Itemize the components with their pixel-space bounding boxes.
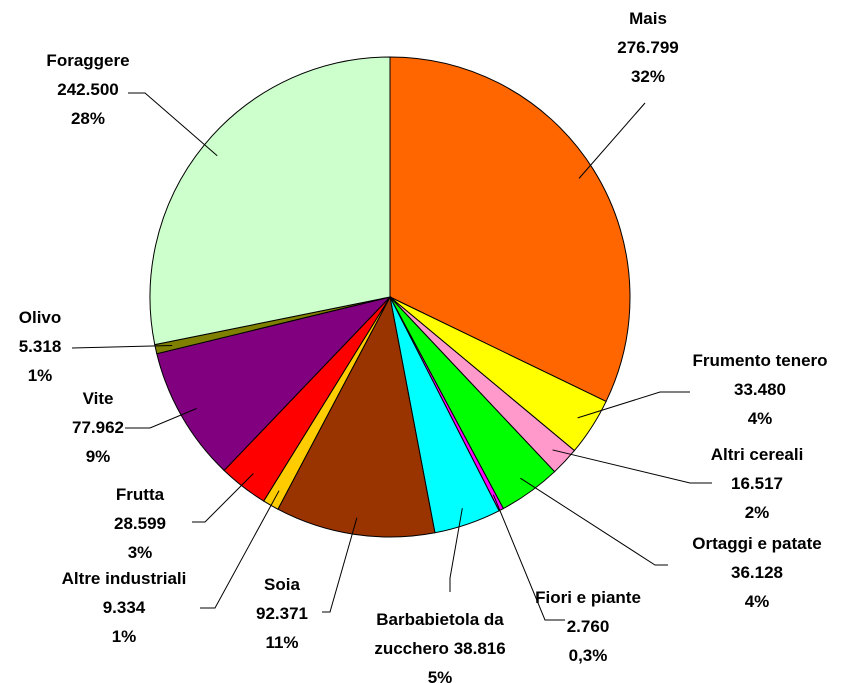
leader-line [577,391,690,419]
leader-line [128,92,218,157]
label-text: Altre industriali [61,569,187,588]
label-text: 242.500 [57,80,119,99]
label-text: 4% [744,592,770,611]
label-text: Barbabietola da zucchero [374,610,504,658]
leader-line [322,517,358,613]
label-text: 77.962 [72,418,124,437]
slice-label: Fiori e piante 2.760 0,3% [535,583,641,670]
leader-line [200,490,280,609]
slice-label: Altre industriali 9.334 1% [62,564,187,651]
label-text: 38.816 [453,639,506,658]
label-text: 28% [70,109,106,128]
label-text: Soia [264,575,300,594]
label-text: 5% [427,668,453,683]
label-text: 36.128 [730,563,783,582]
slice-label: Olivo 5.318 1% [19,303,62,390]
label-text: Vite [82,389,114,408]
label-text: Frumento tenero [692,351,828,370]
leader-line [552,449,712,484]
label-text: 32% [630,67,666,86]
label-text: Olivo [18,308,62,327]
slice-label: Barbabietola da zucchero 38.816 5% [353,605,528,683]
slice-label: Frutta 28.599 3% [114,480,166,567]
leader-line [71,345,173,349]
label-text: Altri cereali [710,445,804,464]
label-text: 2% [744,503,770,522]
label-text: 33.480 [734,380,786,399]
label-text: 9% [85,447,111,466]
leader-line [125,408,197,429]
slice-label: Foraggere 242.500 28% [46,46,129,133]
label-text: 1% [111,627,137,646]
label-text: 4% [747,409,773,428]
label-text: 16.517 [730,474,783,493]
label-text: 92.371 [256,604,308,623]
leader-line [520,477,668,566]
leader-line [449,508,463,592]
leader-line [192,473,254,523]
label-text: 9.334 [102,598,146,617]
label-text: Foraggere [46,51,130,70]
leader-line [578,102,646,179]
label-text: Ortaggi e patate [692,534,822,553]
label-text: 5.318 [18,337,62,356]
label-text: 1% [27,366,53,385]
label-text: 2.760 [566,617,610,636]
slice-label: Soia 92.371 11% [256,570,308,657]
slice [156,296,392,472]
label-text: 11% [265,633,299,652]
label-text: Mais [629,9,667,28]
label-text: 3% [127,543,153,562]
slice-label: Frumento tenero 33.480 4% [692,346,827,433]
slice-label: Altri cereali 16.517 2% [711,440,804,527]
slice [389,56,631,403]
slice-label: Ortaggi e patate 36.128 4% [692,529,821,616]
slice-label: Mais 276.799 32% [617,4,678,91]
slice-label: Vite 77.962 9% [72,384,124,471]
label-text: Fiori e piante [535,588,641,607]
slice [149,56,391,346]
label-text: 276.799 [617,38,679,57]
label-text: 28.599 [114,514,166,533]
label-text: 0,3% [568,646,608,665]
leader-line [492,494,565,621]
slice [277,295,436,538]
label-text: Frutta [115,485,165,504]
